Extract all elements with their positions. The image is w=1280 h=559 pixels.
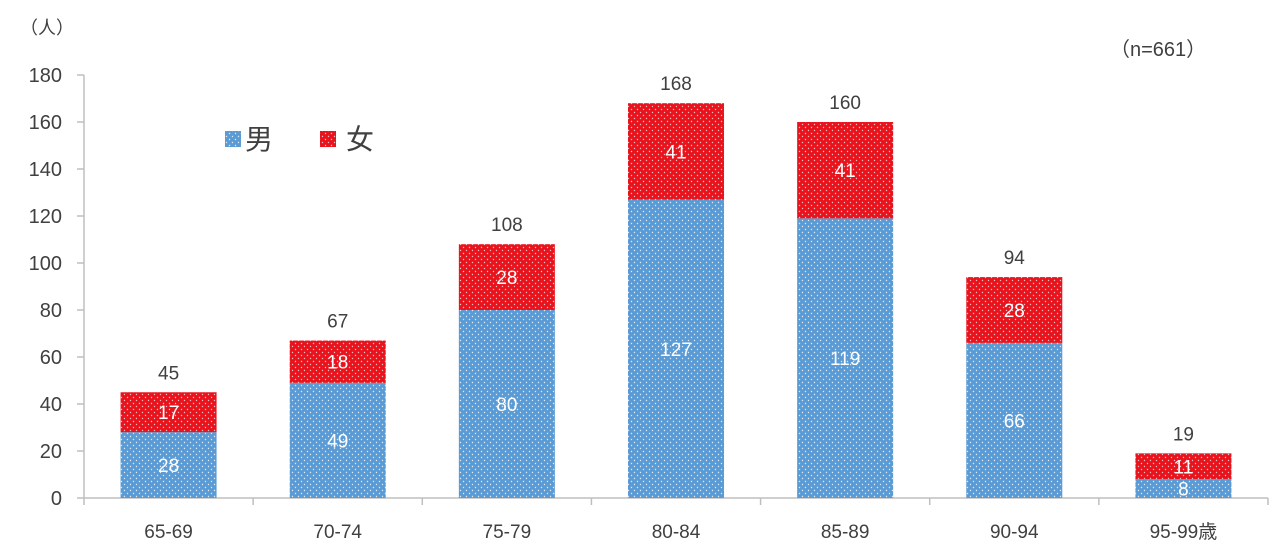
bar-segment-male — [1135, 479, 1232, 498]
bar-segment-male — [797, 218, 894, 498]
bar-segment-male — [966, 342, 1063, 498]
y-tick-label: 0 — [51, 488, 62, 510]
segment-value-label: 127 — [660, 340, 692, 361]
x-category-label: 75-79 — [483, 522, 532, 543]
x-category-label: 90-94 — [990, 522, 1039, 543]
legend-swatch-female — [320, 131, 336, 147]
bars — [120, 103, 1232, 499]
total-value-label: 67 — [327, 312, 348, 333]
total-value-label: 160 — [829, 93, 861, 114]
bar-segment-female — [458, 244, 555, 310]
segment-value-label: 41 — [665, 142, 686, 163]
bar-segment-male — [458, 310, 555, 498]
segment-value-label: 80 — [496, 395, 517, 416]
total-value-label: 168 — [660, 74, 692, 95]
segment-value-label: 28 — [496, 268, 517, 289]
value-labels: 28 17 45 49 18 67 80 28 108 127 41 168 119 41 160 66 28 9… — [158, 74, 1194, 500]
bar-segment-female — [966, 277, 1063, 343]
y-tick-label: 60 — [40, 347, 62, 369]
total-value-label: 45 — [158, 363, 179, 384]
segment-value-label: 49 — [327, 431, 348, 452]
bar-segment-female — [289, 340, 386, 383]
segment-value-label: 8 — [1178, 480, 1189, 501]
segment-value-label: 41 — [835, 161, 856, 182]
bar-segment-female — [120, 392, 217, 433]
bar-segment-female — [797, 122, 894, 219]
bar-segment-male — [628, 199, 724, 499]
segment-value-label: 119 — [830, 349, 860, 370]
total-value-label: 108 — [491, 215, 523, 236]
x-category-label: 80-84 — [652, 522, 701, 543]
total-value-label: 19 — [1173, 424, 1194, 445]
sample-size-note: （n=661） — [1110, 38, 1206, 61]
y-tick-label: 140 — [29, 159, 62, 181]
segment-value-label: 17 — [158, 403, 179, 424]
segment-value-label: 11 — [1174, 457, 1194, 478]
y-axis: 0 20 40 60 80 100 120 140 160 180 — [29, 65, 85, 510]
y-tick-label: 120 — [29, 206, 62, 228]
x-category-label: 95-99歳 — [1150, 521, 1218, 543]
x-category-label: 65-69 — [144, 522, 193, 543]
legend-label-female: 女 — [346, 123, 374, 156]
segment-value-label: 28 — [158, 456, 179, 477]
bar-segment-female — [1135, 453, 1232, 480]
segment-value-label: 18 — [327, 353, 348, 374]
y-tick-label: 100 — [29, 253, 62, 275]
legend-label-male: 男 — [245, 123, 273, 156]
y-tick-label: 80 — [40, 300, 62, 322]
y-tick-label: 160 — [29, 112, 62, 134]
x-axis: 65-69 70-74 75-79 80-84 85-89 90-94 95-99歳 — [83, 497, 1269, 543]
bar-segment-female — [628, 103, 724, 200]
y-tick-label: 40 — [40, 394, 62, 416]
segment-value-label: 28 — [1004, 301, 1025, 322]
x-category-label: 70-74 — [313, 522, 362, 543]
total-value-label: 94 — [1004, 248, 1026, 269]
bar-segment-male — [289, 382, 386, 498]
bar-segment-male — [120, 432, 217, 498]
legend-swatch-male — [225, 131, 241, 147]
y-tick-label: 180 — [29, 65, 62, 87]
legend: 男 女 — [225, 123, 374, 156]
segment-value-label: 66 — [1004, 411, 1025, 432]
y-tick-label: 20 — [40, 441, 62, 463]
y-axis-unit-label: （人） — [20, 18, 74, 39]
x-category-label: 85-89 — [821, 522, 870, 543]
